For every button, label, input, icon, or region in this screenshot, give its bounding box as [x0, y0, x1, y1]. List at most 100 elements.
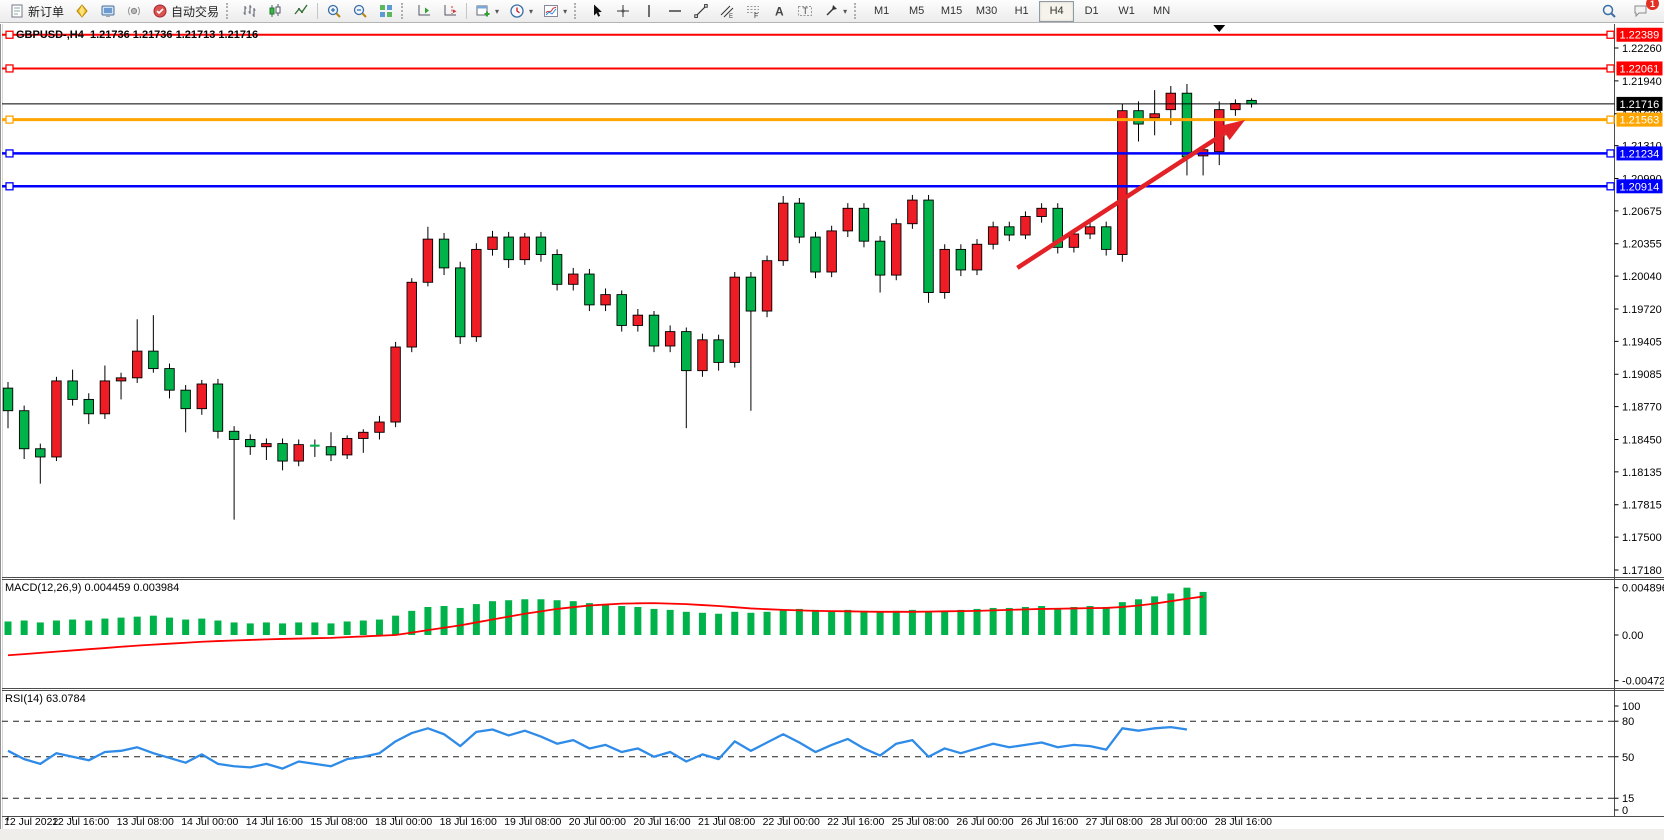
channel-tool-button[interactable]: E — [714, 0, 740, 22]
trendline-tool-button[interactable] — [688, 0, 714, 22]
arrows-tool-button[interactable]: ▾ — [818, 0, 852, 22]
horizontal-line-objects[interactable] — [2, 30, 1615, 191]
fibonacci-icon: F — [745, 3, 761, 19]
macd-signal-line — [7, 595, 1204, 657]
timeframe-m1-button[interactable]: M1 — [873, 5, 890, 17]
line-handle[interactable] — [1606, 30, 1615, 39]
chevron-down-icon: ▾ — [843, 6, 848, 16]
timeframe-m15-button[interactable]: M15 — [940, 5, 963, 17]
bar-chart-button[interactable] — [236, 0, 262, 22]
hline-tool-button[interactable] — [662, 0, 688, 22]
line-handle[interactable] — [5, 115, 14, 124]
time-tick-label: 28 Jul 16:00 — [1215, 816, 1272, 828]
candle-chart-button[interactable] — [262, 0, 288, 22]
line-handle[interactable] — [5, 182, 14, 191]
zoom-in-button[interactable] — [321, 0, 347, 22]
line-handle[interactable] — [1606, 182, 1615, 191]
timeframe-m30-button[interactable]: M30 — [975, 5, 998, 17]
notifications-button[interactable]: 1 — [1628, 0, 1659, 22]
notification-badge[interactable]: 1 — [1646, 0, 1659, 10]
profile-button[interactable] — [69, 0, 95, 22]
timeframe-w1-button[interactable]: W1 — [1118, 5, 1135, 17]
new-order-icon — [9, 3, 25, 19]
time-tick-label: 21 Jul 08:00 — [698, 816, 755, 828]
toolbar-grip — [401, 3, 407, 19]
signal-icon — [126, 3, 142, 19]
macd-panel: 0.004896 0.00 -0.004728 — [4, 583, 1664, 688]
price-label-box: 1.21234 — [1620, 148, 1660, 160]
search-button[interactable] — [1596, 0, 1622, 22]
chevron-down-icon: ▾ — [495, 6, 500, 16]
monitor-icon — [100, 3, 116, 19]
macd-indicator-label: MACD(12,26,9) 0.004459 0.003984 — [5, 582, 180, 594]
price-tick-label: 1.17500 — [1622, 532, 1662, 544]
price-label-box: 1.21716 — [1620, 99, 1660, 111]
time-tick-label: 28 Jul 00:00 — [1150, 816, 1207, 828]
time-tick-label: 18 Jul 16:00 — [440, 816, 497, 828]
toolbar-right-group: 1 — [1596, 0, 1660, 22]
timeframe-m5-button[interactable]: M5 — [908, 5, 925, 17]
svg-text:F: F — [754, 13, 758, 19]
line-chart-button[interactable] — [288, 0, 314, 22]
chevron-down-icon: ▾ — [529, 6, 534, 16]
chart-shift-button[interactable] — [437, 0, 463, 22]
line-handle[interactable] — [1606, 64, 1615, 73]
time-tick-label: 18 Jul 00:00 — [375, 816, 432, 828]
price-tick-label: 1.19085 — [1622, 369, 1662, 381]
trend-arrow[interactable] — [1016, 119, 1246, 270]
vline-tool-button[interactable] — [636, 0, 662, 22]
line-handle[interactable] — [1606, 149, 1615, 158]
text-label-tool-button[interactable]: T — [792, 0, 818, 22]
new-chart-button[interactable]: ▾ — [470, 0, 504, 22]
timeframe-h4-button[interactable]: H4 — [1039, 0, 1075, 22]
new-chart-icon — [475, 3, 491, 19]
zoom-out-button[interactable] — [347, 0, 373, 22]
time-tick-label: 22 Jul 00:00 — [763, 816, 820, 828]
toolbar-grip — [854, 3, 860, 19]
time-tick-label: 12 Jul 16:00 — [52, 816, 109, 828]
time-tick-label: 20 Jul 00:00 — [569, 816, 626, 828]
time-tick-label: 15 Jul 08:00 — [310, 816, 367, 828]
vline-icon — [641, 3, 657, 19]
new-order-button-label: 新订单 — [28, 4, 65, 19]
market-watch-button[interactable] — [95, 0, 121, 22]
channel-icon: E — [719, 3, 735, 19]
fibonacci-tool-button[interactable]: F — [740, 0, 766, 22]
rsi-axis-label: 100 — [1622, 701, 1640, 713]
timeframe-d1-button[interactable]: D1 — [1084, 5, 1099, 17]
down-triangle-marker[interactable] — [1213, 25, 1226, 32]
toolbar-separator — [317, 3, 319, 19]
line-handle[interactable] — [5, 149, 14, 158]
time-tick-label: 26 Jul 16:00 — [1021, 816, 1078, 828]
indicators-button[interactable]: ▾ — [538, 0, 572, 22]
price-axis[interactable]: 1.222601.219401.216201.213101.209901.206… — [1614, 27, 1663, 577]
line-handle[interactable] — [5, 30, 14, 39]
chart-shift-icon — [442, 3, 458, 19]
price-tick-label: 1.20040 — [1622, 271, 1662, 283]
timeframe-h1-button[interactable]: H1 — [1014, 5, 1029, 17]
line-handle[interactable] — [1606, 115, 1615, 124]
new-order-button[interactable]: 新订单 — [4, 0, 69, 22]
cursor-tool-button[interactable] — [584, 0, 610, 22]
rsi-axis-label: 50 — [1622, 752, 1634, 764]
text-tool-button[interactable]: A — [766, 0, 792, 22]
auto-scroll-button[interactable] — [411, 0, 437, 22]
tile-windows-button[interactable] — [373, 0, 399, 22]
line-handle[interactable] — [5, 64, 14, 73]
timeframe-mn-button[interactable]: MN — [1153, 5, 1171, 17]
clock-button[interactable]: ▾ — [504, 0, 538, 22]
price-tick-label: 1.17180 — [1622, 565, 1662, 577]
autotrading-button-label: 自动交易 — [171, 4, 220, 19]
price-label-box: 1.21563 — [1620, 115, 1660, 127]
signals-button[interactable] — [121, 0, 147, 22]
price-tick-label: 1.21940 — [1622, 76, 1662, 88]
hline-icon — [667, 3, 683, 19]
trendline-icon — [693, 3, 709, 19]
svg-text:E: E — [729, 14, 733, 19]
autotrading-button[interactable]: 自动交易 — [147, 0, 224, 22]
zoom-in-icon — [326, 3, 342, 19]
price-tick-label: 1.19720 — [1622, 304, 1662, 316]
crosshair-tool-button[interactable] — [610, 0, 636, 22]
